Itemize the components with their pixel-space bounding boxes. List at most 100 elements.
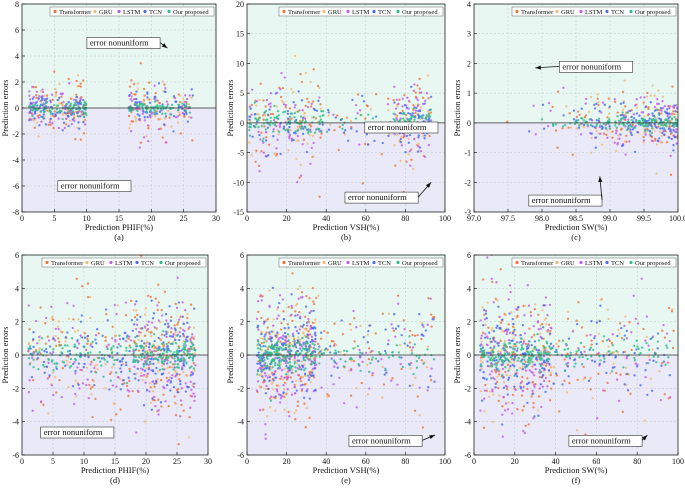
point-our-proposed	[248, 123, 251, 126]
point-lstm	[156, 304, 159, 307]
point-our-proposed	[49, 110, 52, 113]
point-gru	[74, 379, 77, 382]
point-lstm	[488, 373, 492, 376]
point-transformer	[545, 362, 548, 365]
point-lstm	[152, 380, 155, 383]
point-transformer	[173, 324, 176, 327]
y-tick-label: 2	[15, 78, 19, 87]
point-lstm	[66, 301, 69, 305]
point-our-proposed	[290, 365, 293, 368]
point-transformer	[283, 395, 286, 399]
point-gru	[137, 87, 140, 90]
point-our-proposed	[254, 117, 257, 120]
point-tcn	[86, 334, 90, 338]
point-our-proposed	[272, 359, 276, 363]
annotation-arrowhead	[425, 182, 432, 188]
point-lstm	[166, 359, 169, 362]
point-lstm	[416, 104, 420, 108]
point-our-proposed	[284, 128, 287, 132]
point-tcn	[625, 329, 628, 333]
point-gru	[146, 341, 149, 344]
point-our-proposed	[73, 104, 76, 107]
point-lstm	[284, 103, 288, 107]
point-tcn	[165, 332, 168, 336]
point-lstm	[659, 398, 663, 402]
point-gru	[47, 412, 50, 415]
point-gru	[161, 364, 164, 368]
point-our-proposed	[611, 344, 614, 347]
point-our-proposed	[35, 350, 38, 353]
point-transformer	[337, 148, 340, 152]
point-tcn	[261, 375, 264, 378]
point-gru	[159, 321, 162, 324]
point-tcn	[36, 357, 40, 360]
point-lstm	[147, 363, 150, 366]
y-tick-label: 2	[240, 318, 244, 327]
point-lstm	[165, 100, 169, 103]
point-tcn	[163, 349, 166, 352]
annotation-text: error nonuniform	[90, 38, 149, 48]
point-transformer	[647, 107, 650, 111]
point-our-proposed	[605, 339, 608, 342]
point-tcn	[485, 351, 489, 354]
point-transformer	[630, 348, 633, 352]
point-our-proposed	[175, 334, 179, 337]
point-gru	[68, 361, 71, 364]
point-transformer	[154, 91, 157, 95]
point-tcn	[486, 360, 489, 363]
point-our-proposed	[301, 126, 304, 129]
point-lstm	[277, 314, 280, 317]
point-gru	[582, 125, 586, 129]
point-transformer	[607, 97, 610, 100]
point-lstm	[149, 116, 152, 119]
point-tcn	[302, 323, 305, 327]
point-our-proposed	[138, 356, 141, 359]
point-our-proposed	[398, 356, 401, 359]
point-our-proposed	[28, 105, 32, 108]
point-transformer	[353, 340, 356, 343]
point-gru	[508, 367, 511, 370]
point-transformer	[110, 418, 113, 422]
point-tcn	[162, 341, 165, 344]
point-gru	[295, 110, 298, 113]
point-lstm	[146, 327, 150, 331]
point-lstm	[644, 375, 647, 379]
point-tcn	[313, 367, 316, 370]
point-tcn	[274, 376, 277, 379]
point-tcn	[583, 123, 586, 127]
point-our-proposed	[320, 130, 323, 133]
point-lstm	[179, 399, 183, 402]
point-tcn	[638, 114, 641, 117]
point-lstm	[146, 124, 150, 127]
point-gru	[153, 347, 156, 350]
point-gru	[56, 325, 60, 328]
point-tcn	[525, 382, 529, 386]
point-lstm	[296, 134, 300, 138]
point-gru	[480, 340, 483, 343]
point-transformer	[137, 349, 141, 352]
legend: Transformer GRU LSTM TCN Our proposed	[49, 6, 215, 17]
point-tcn	[314, 389, 317, 392]
point-our-proposed	[660, 123, 663, 127]
point-gru	[491, 326, 494, 330]
point-transformer	[499, 268, 502, 271]
point-tcn	[181, 332, 185, 336]
point-gru	[366, 333, 370, 336]
point-our-proposed	[597, 117, 601, 120]
point-our-proposed	[118, 334, 121, 337]
point-tcn	[636, 130, 639, 134]
point-gru	[589, 95, 593, 99]
point-lstm	[157, 319, 160, 322]
point-gru	[38, 339, 41, 342]
x-tick-label: 20	[283, 457, 291, 466]
point-transformer	[81, 285, 84, 288]
point-our-proposed	[539, 364, 543, 368]
point-gru	[624, 315, 627, 318]
annotation-text: error nonuniform	[61, 181, 120, 191]
point-transformer	[262, 118, 265, 121]
point-lstm	[522, 342, 525, 345]
point-lstm	[259, 295, 262, 298]
point-our-proposed	[307, 128, 310, 131]
point-tcn	[590, 132, 593, 135]
point-tcn	[649, 134, 652, 137]
